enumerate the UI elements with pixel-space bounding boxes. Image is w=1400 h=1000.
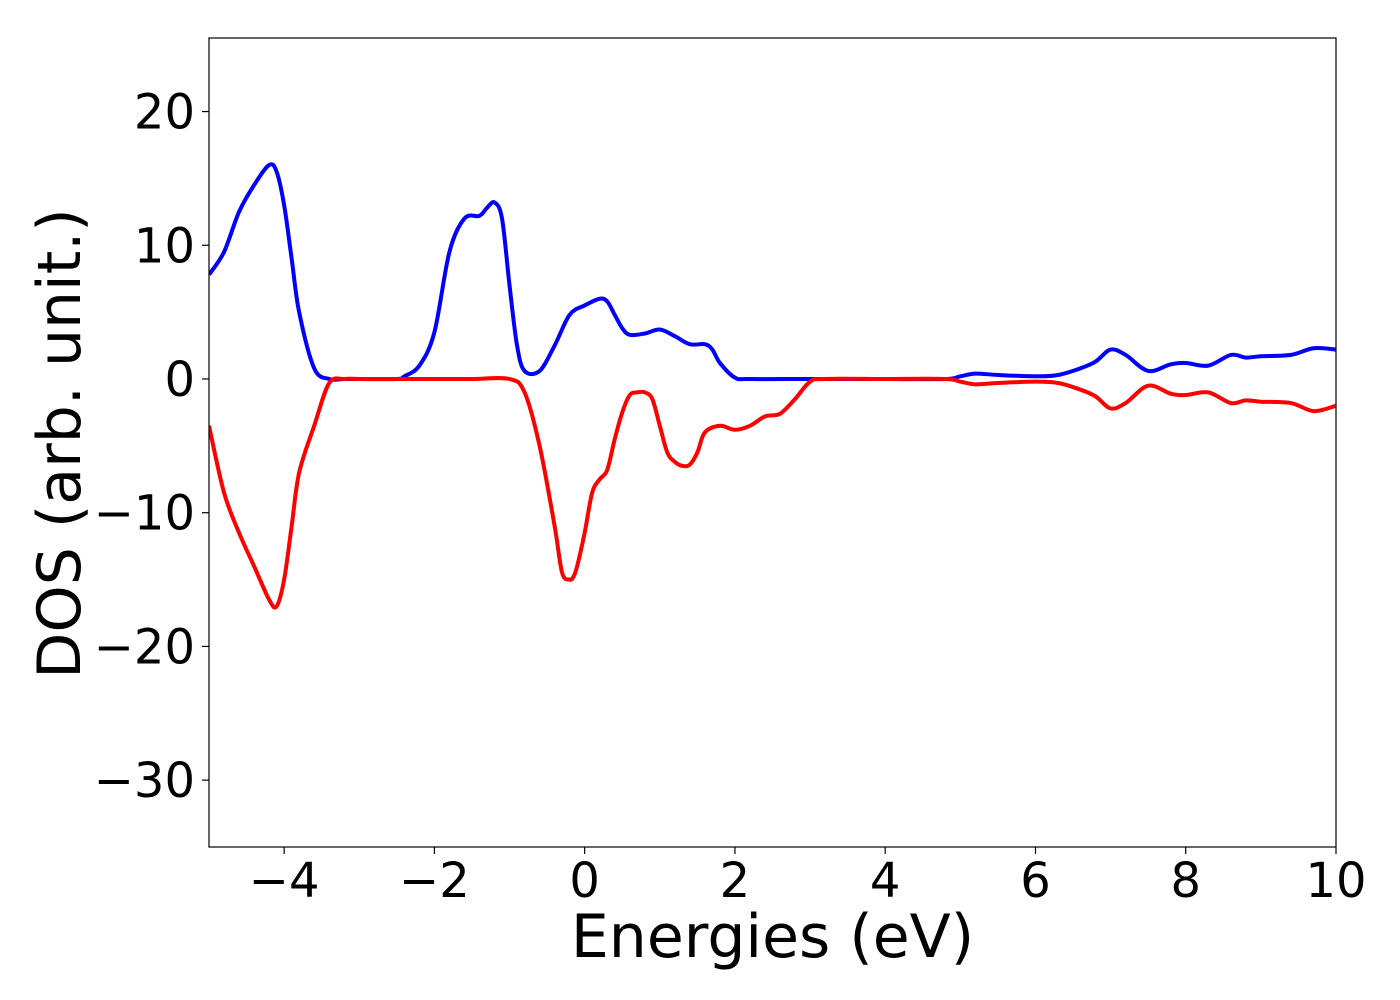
series-line-2 bbox=[209, 376, 1336, 610]
y-tick-label: −30 bbox=[94, 753, 195, 809]
plot-frame bbox=[208, 37, 1337, 848]
x-tick-label: −4 bbox=[249, 853, 320, 909]
y-tick-label: 0 bbox=[164, 352, 195, 408]
y-axis-title: DOS (arb. unit.) bbox=[25, 208, 95, 678]
x-tick-label: 4 bbox=[870, 853, 901, 909]
y-tick-label: −20 bbox=[94, 619, 195, 675]
series-line-1 bbox=[209, 162, 1336, 382]
x-tick-label: 8 bbox=[1170, 853, 1201, 909]
series-layer bbox=[209, 162, 1336, 610]
x-tick-label: 6 bbox=[1020, 853, 1051, 909]
y-tick-label: 10 bbox=[134, 218, 195, 274]
x-tick-label: 2 bbox=[720, 853, 751, 909]
x-axis-title: Energies (eV) bbox=[571, 902, 974, 972]
y-tick-label: −10 bbox=[94, 486, 195, 542]
x-tick-label: 10 bbox=[1305, 853, 1366, 909]
x-tick-label: −2 bbox=[399, 853, 470, 909]
y-tick-label: 20 bbox=[134, 85, 195, 141]
x-tick-label: 0 bbox=[569, 853, 600, 909]
